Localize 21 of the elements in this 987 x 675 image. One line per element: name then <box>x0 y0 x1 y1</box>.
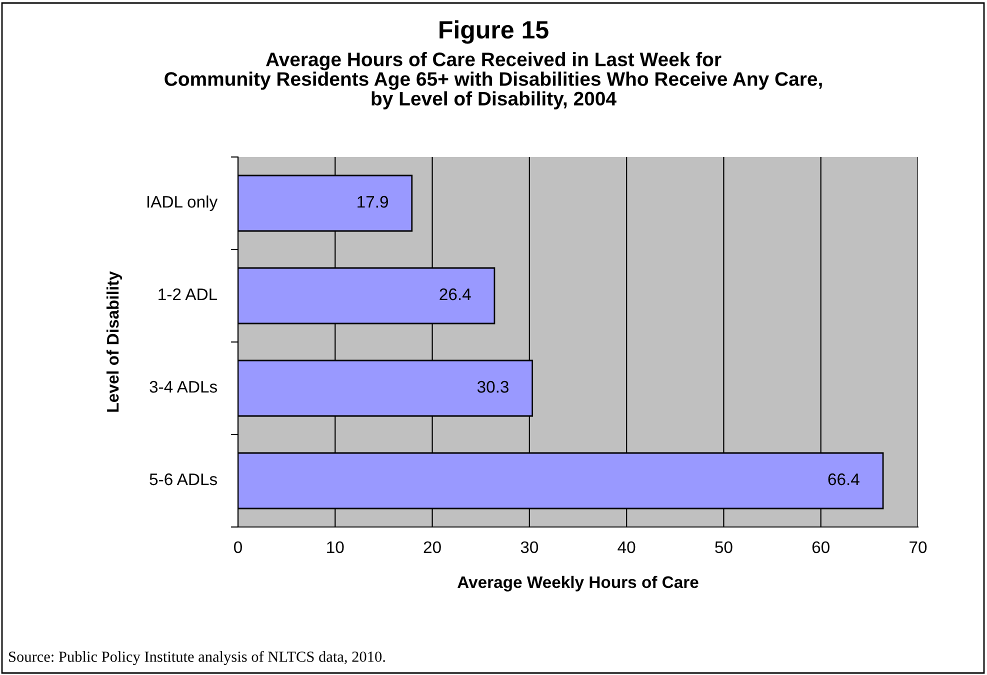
data-label: 66.4 <box>828 473 860 486</box>
x-tick-label: 40 <box>618 541 636 554</box>
source-note: Source: Public Policy Institute analysis of NLTCS data, 2010. <box>9 650 385 666</box>
x-tick-label: 30 <box>520 541 538 554</box>
chart-title: Figure 15 <box>440 20 548 44</box>
y-axis-title: Level of Disability <box>106 271 122 412</box>
y-tick-label: IADL only <box>148 195 218 212</box>
x-tick-label: 0 <box>234 541 242 554</box>
data-label: 17.9 <box>358 196 388 208</box>
x-tick-label: 10 <box>327 541 344 554</box>
y-tick-label: 3-4 ADLs <box>150 380 217 393</box>
y-tick-label: 5-6 ADLs <box>150 473 217 486</box>
x-tick-label: 20 <box>424 541 441 554</box>
x-axis-title: Average Weekly Hours of Care <box>458 576 698 592</box>
x-tick-label: 70 <box>910 541 927 554</box>
x-tick-label: 50 <box>715 541 732 554</box>
x-tick-label: 60 <box>812 541 830 554</box>
y-tick-label: 1-2 ADL <box>158 288 218 300</box>
data-label: 30.3 <box>477 380 508 393</box>
chart-subtitle: Average Hours of Care Received in Last Week for Community Residents Age 65+ with Disabilities Who Receive Any Care, by Level of Disability, 2004 <box>164 52 822 110</box>
data-label: 26.4 <box>440 288 471 300</box>
